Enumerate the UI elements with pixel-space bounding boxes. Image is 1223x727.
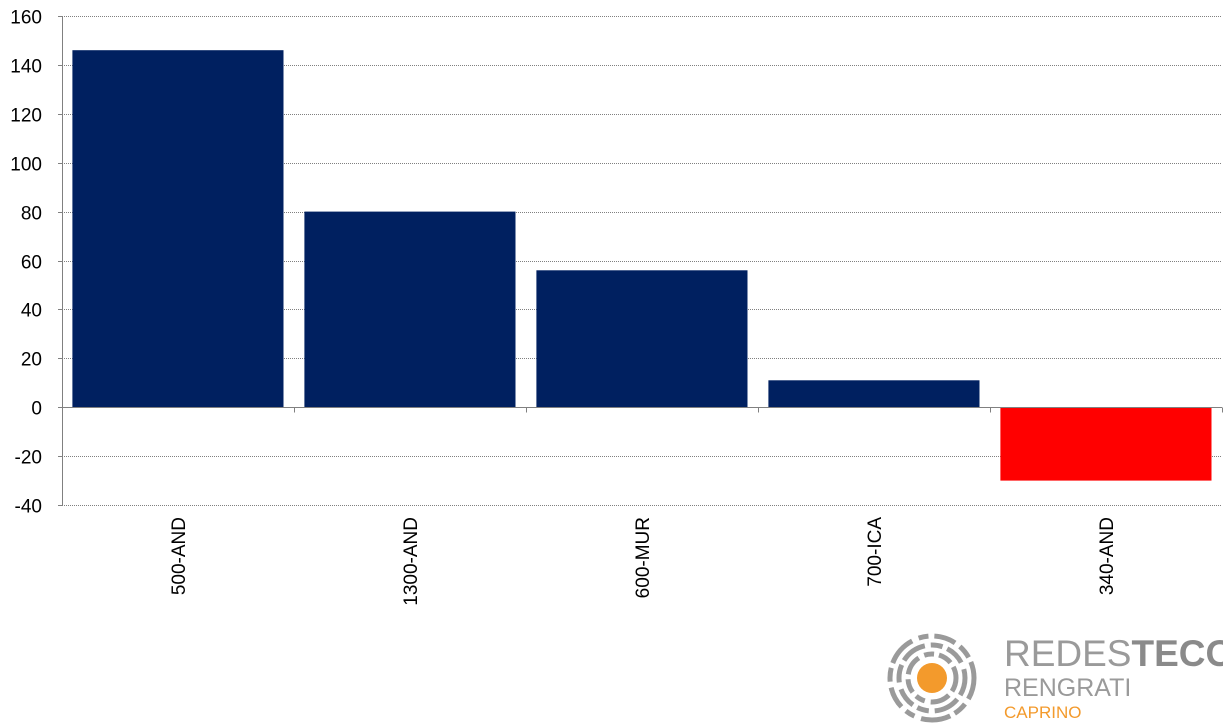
y-tick-label: 0 (31, 399, 42, 420)
logo-title-bold: TECO (1131, 633, 1223, 674)
y-tick-label: 100 (10, 155, 42, 176)
x-tick-label: 1300-AND (401, 517, 422, 606)
axes (58, 16, 1223, 506)
y-tick-label: 160 (10, 8, 42, 29)
bars (72, 50, 1212, 481)
y-tick-label: 60 (21, 253, 42, 274)
bar-340-and (1000, 407, 1212, 481)
x-tick-label: 340-AND (1097, 517, 1118, 595)
logo-title: REDESTECO (1004, 634, 1223, 674)
logo-subtitle: RENGRATI (1004, 674, 1132, 702)
logo-title-light: REDES (1004, 633, 1132, 674)
x-tick-label: 600-MUR (633, 517, 654, 598)
x-tick-label: 700-ICA (865, 517, 886, 587)
x-tick-label: 500-AND (169, 517, 190, 595)
y-tick-label: -40 (15, 497, 42, 518)
logo-emblem-icon (887, 633, 977, 723)
bar-700-ica (768, 380, 980, 408)
x-tick-labels: 500-AND 1300-AND 600-MUR 700-ICA 340-AND (169, 517, 1118, 606)
bar-chart: 160 140 120 100 80 60 40 20 0 -20 -40 500-AND 1300-… (10, 8, 1223, 606)
y-tick-labels: 160 140 120 100 80 60 40 20 0 -20 -40 (10, 8, 42, 518)
y-tick-label: 120 (10, 106, 42, 127)
logo-tagline: CAPRINO (1004, 703, 1082, 722)
y-tick-label: 140 (10, 57, 42, 78)
bar-600-mur (536, 270, 748, 408)
y-tick-label: 20 (21, 350, 42, 371)
bar-1300-and (304, 211, 516, 408)
y-tick-label: -20 (15, 448, 42, 469)
y-tick-label: 40 (21, 301, 42, 322)
bar-500-and (72, 50, 284, 408)
y-tick-label: 80 (21, 204, 42, 225)
redesteco-logo: REDESTECO RENGRATI CAPRINO (884, 632, 1223, 724)
